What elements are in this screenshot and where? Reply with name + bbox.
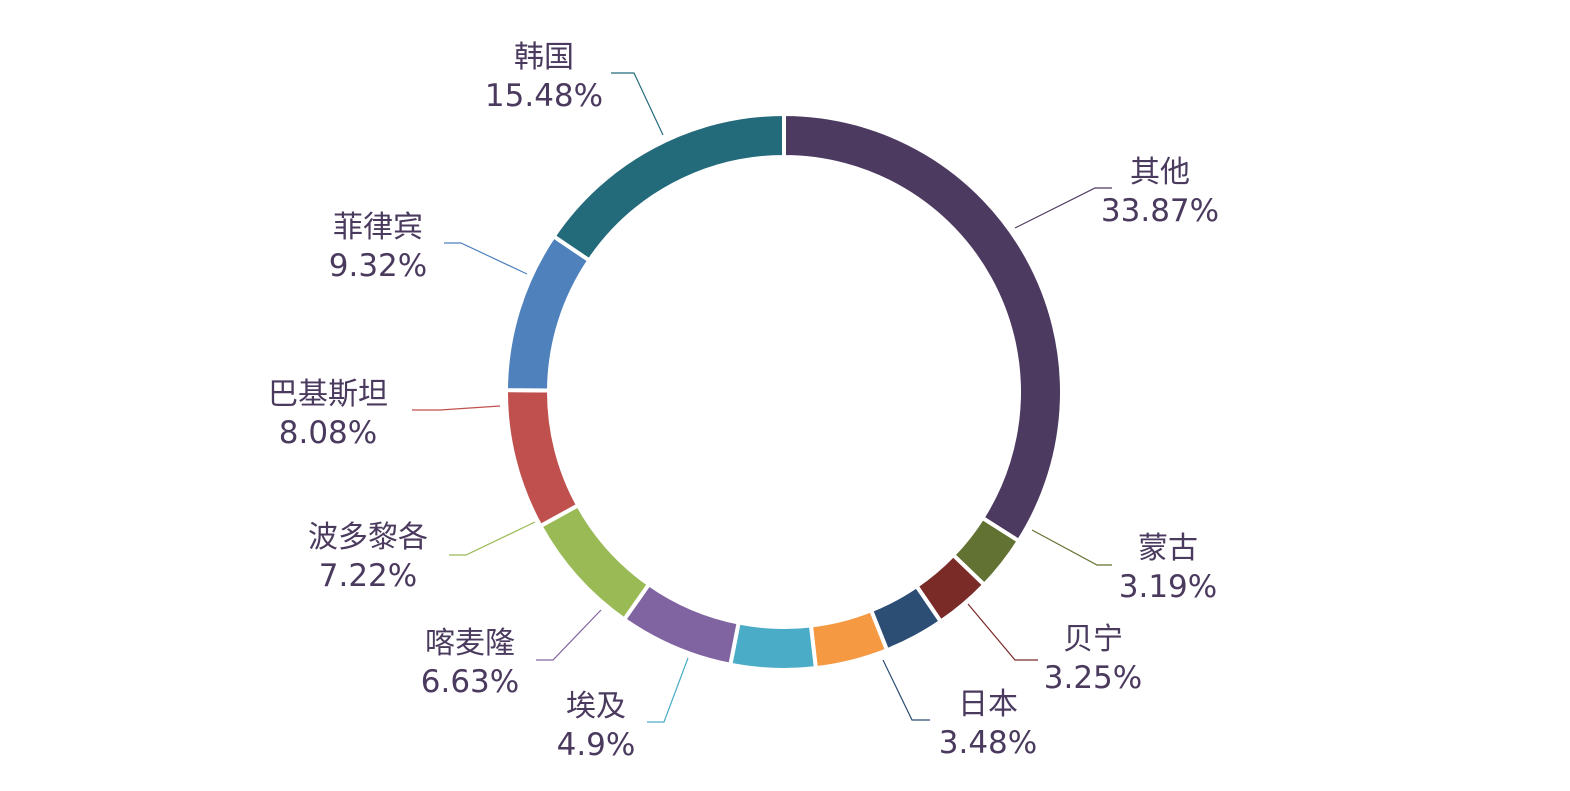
slice-name-label-6: 喀麦隆 bbox=[425, 626, 515, 661]
slice-name-label-3: 日本 bbox=[958, 687, 1018, 722]
leader-line-6 bbox=[536, 609, 602, 661]
leader-line-7 bbox=[449, 521, 536, 556]
slice-percent-label-9: 9.32% bbox=[329, 248, 427, 284]
slice-percent-label-7: 7.22% bbox=[319, 558, 417, 594]
slice-percent-label-0: 33.87% bbox=[1101, 193, 1219, 229]
donut-slice-7[interactable] bbox=[537, 502, 652, 623]
slice-percent-label-5: 4.9% bbox=[557, 727, 636, 763]
donut-slice-0[interactable] bbox=[782, 111, 1064, 544]
slice-name-label-1: 蒙古 bbox=[1138, 531, 1198, 566]
leader-line-5 bbox=[647, 657, 689, 723]
slice-percent-label-2: 3.25% bbox=[1044, 660, 1142, 696]
slice-name-label-5: 埃及 bbox=[566, 689, 626, 724]
slice-name-label-2: 贝宁 bbox=[1063, 622, 1123, 657]
slice-percent-label-6: 6.63% bbox=[421, 664, 519, 700]
slice-percent-label-8: 8.08% bbox=[279, 415, 377, 451]
slice-percent-label-1: 3.19% bbox=[1119, 569, 1217, 605]
leader-line-1 bbox=[1031, 529, 1112, 566]
donut-slice-9[interactable] bbox=[503, 233, 593, 393]
slice-percent-label-10: 15.48% bbox=[485, 78, 603, 114]
donut-slice-8[interactable] bbox=[504, 388, 581, 529]
leader-line-8 bbox=[412, 405, 501, 411]
leader-line-9 bbox=[444, 242, 528, 275]
slice-name-label-0: 其他 bbox=[1130, 155, 1190, 190]
leader-line-3 bbox=[882, 659, 930, 721]
slice-name-label-8: 巴基斯坦 bbox=[268, 377, 388, 412]
leader-line-0 bbox=[1014, 187, 1112, 229]
donut-slice-5[interactable] bbox=[727, 620, 819, 672]
slice-name-label-7: 波多黎各 bbox=[308, 520, 428, 555]
donut-slice-4[interactable] bbox=[808, 607, 890, 671]
leader-line-10 bbox=[611, 72, 664, 136]
donut-slice-10[interactable] bbox=[550, 111, 786, 264]
slice-percent-label-3: 3.48% bbox=[939, 725, 1037, 761]
slice-name-label-9: 菲律宾 bbox=[333, 210, 423, 245]
slice-name-label-10: 韩国 bbox=[514, 40, 574, 75]
leader-line-2 bbox=[967, 603, 1038, 661]
